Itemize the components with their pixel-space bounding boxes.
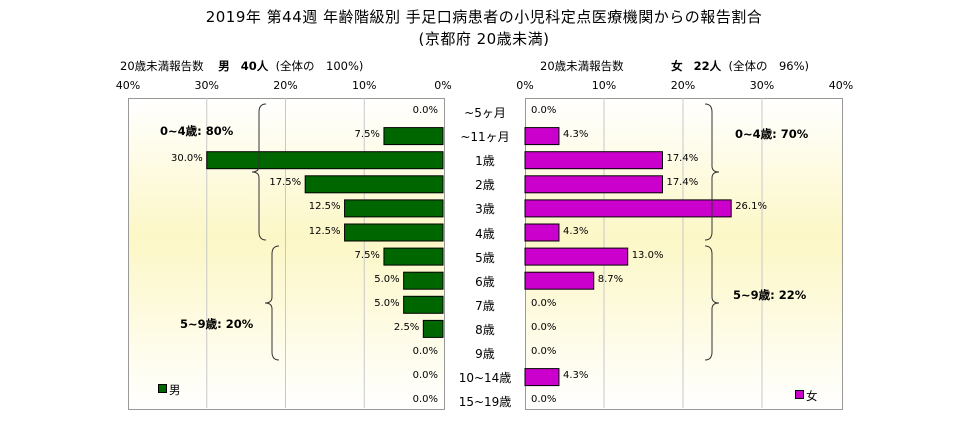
female-bar [524,127,560,146]
male-group-5-9-label: 5~9歳: 20% [180,317,254,331]
chart-title: 2019年 第44週 年齢階級別 手足口病患者の小児科定点医療機関からの報告割合 [205,8,763,26]
female-value-label: 17.4% [666,177,699,189]
male-count: 40人 [240,59,269,73]
male-sex-label: 男 [218,59,230,73]
category-label: ~5ヶ月 [464,106,506,120]
female-value-label: 4.3% [562,370,589,382]
category-label: 10~14歳 [458,371,512,386]
male-group-5-9-brace [264,245,280,361]
female-bar [524,271,595,290]
male-axis-tick-label: 40% [115,79,141,92]
male-value-label: 30.0% [170,153,203,165]
female-bar [524,223,560,242]
male-value-label: 12.5% [308,225,341,237]
female-header: 20歳未満報告数 女 22人 (全体の 96%) [540,58,809,74]
male-bar [383,247,444,266]
male-header: 20歳未満報告数 男 40人 (全体の 100%) [120,58,363,74]
male-bar [422,319,444,338]
male-bar [403,295,444,314]
male-legend-swatch [158,384,167,393]
male-value-label: 5.0% [374,297,400,309]
male-value-label: 7.5% [354,249,380,261]
male-axis-tick-label: 20% [273,79,298,92]
female-value-label: 0.0% [531,394,557,406]
category-label: 15~19歳 [458,395,512,410]
male-value-label: 12.5% [308,201,341,213]
male-value-label: 7.5% [354,129,380,141]
chart-subtitle: (京都府 20歳未満) [418,30,550,48]
female-group-0-4-label: 0~4歳: 70% [735,127,809,141]
male-value-label: 0.0% [412,105,438,116]
category-label: 1歳 [475,154,495,169]
male-bar [403,271,444,290]
category-label: 2歳 [475,178,495,193]
female-axis-tick-label: 20% [670,79,696,92]
female-bar [524,175,663,194]
female-value-label: 0.0% [531,321,557,333]
female-value-label: 8.7% [597,273,624,285]
male-legend: 男 [158,382,181,398]
female-legend-swatch [795,390,804,399]
male-group-0-4-brace [251,103,267,241]
male-total: (全体の 100%) [275,59,364,73]
female-legend-label: 女 [806,389,818,403]
female-bar [524,151,663,170]
male-bar [344,223,444,242]
female-total: (全体の 96%) [728,59,810,73]
category-label: 4歳 [475,226,495,241]
female-value-label: 4.3% [562,129,589,141]
male-bar [304,175,444,194]
female-bar [524,368,560,387]
male-bar [344,199,444,218]
female-value-label: 0.0% [531,346,557,357]
female-value-label: 26.1% [735,201,767,213]
category-label: 3歳 [475,202,495,217]
category-label: 8歳 [475,322,495,337]
female-sex-label: 女 [671,59,683,73]
male-axis-tick-label: 0% [434,79,452,92]
male-value-label: 0.0% [412,346,438,357]
female-value-label: 0.0% [531,105,557,116]
male-count-label: 20歳未満報告数 [120,59,204,73]
male-value-label: 17.5% [269,177,302,189]
female-group-5-9-brace [704,245,720,361]
male-value-label: 2.5% [393,321,420,333]
female-bar [524,247,629,266]
female-value-label: 0.0% [531,297,557,309]
male-bar [206,151,444,170]
female-value-label: 17.4% [666,153,699,165]
category-label: 9歳 [475,347,495,361]
female-axis-tick-label: 40% [828,79,854,92]
female-value-label: 13.0% [631,249,664,261]
female-bar [524,199,732,218]
male-value-label: 0.0% [412,394,438,406]
female-value-label: 4.3% [562,225,589,237]
male-axis-tick-label: 10% [352,79,377,92]
female-count-label: 20歳未満報告数 [540,59,624,73]
female-group-0-4-brace [704,103,720,241]
male-legend-label: 男 [169,383,181,397]
female-count: 22人 [693,59,722,73]
male-axis-tick-label: 30% [194,79,219,92]
female-group-5-9-label: 5~9歳: 22% [733,288,807,302]
category-label: 5歳 [475,250,495,265]
female-axis-tick-label: 10% [591,79,617,92]
category-label: 6歳 [475,274,495,289]
male-value-label: 5.0% [374,273,400,285]
category-label: 7歳 [475,298,495,313]
female-legend: 女 [795,388,818,404]
male-group-0-4-label: 0~4歳: 80% [160,124,234,138]
female-axis-tick-label: 30% [749,79,775,92]
female-axis-tick-label: 0% [516,79,534,92]
male-value-label: 0.0% [412,370,438,382]
male-bar [383,127,444,146]
category-label: ~11ヶ月 [460,130,510,145]
